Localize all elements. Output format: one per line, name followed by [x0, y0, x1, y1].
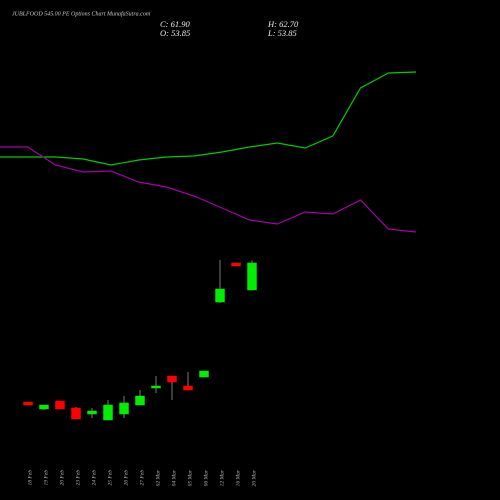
x-tick-label: 20 Feb [59, 470, 65, 486]
candle-body [247, 262, 257, 291]
indicator-line [0, 146, 417, 233]
candle-body [231, 262, 241, 267]
candle-body [71, 407, 81, 420]
x-tick-label: 26 Feb [123, 470, 129, 486]
candle-body [55, 400, 65, 410]
candle-body [135, 395, 145, 406]
x-tick-label: 27 Feb [139, 470, 145, 486]
candle-body [23, 401, 33, 406]
candle-body [167, 375, 177, 383]
candle-body [87, 410, 97, 415]
candle-body [119, 402, 129, 415]
x-tick-label: 24 Feb [90, 470, 97, 486]
x-tick-label: 16 Mar [235, 469, 241, 486]
x-tick-label: 23 Feb [75, 470, 81, 486]
chart-title: JUBLFOOD 545.00 PE Options Chart MunafaS… [12, 10, 151, 17]
x-tick-label: 12 Mar [219, 469, 225, 486]
open-readout: O: 53.85 [160, 28, 190, 38]
x-tick-label: 04 Mar [170, 469, 177, 486]
candle-body [183, 385, 193, 391]
x-tick-label: 06 Mar [203, 469, 209, 486]
x-tick-label: 25 Feb [107, 470, 113, 486]
high-readout: H: 62.70 [267, 19, 299, 29]
x-tick-label: 18 Feb [27, 470, 33, 486]
x-tick-label: 20 Mar [251, 469, 257, 486]
candle-body [151, 385, 161, 389]
low-readout: L: 53.85 [267, 28, 297, 38]
x-tick-label: 02 Mar [155, 469, 161, 486]
x-tick-label: 19 Feb [43, 470, 49, 486]
candle-body [215, 288, 225, 303]
candle-body [39, 404, 49, 410]
close-readout: C: 61.90 [160, 19, 191, 29]
candle-body [103, 404, 113, 421]
candle-body [199, 370, 209, 378]
indicator-line [0, 71, 417, 166]
x-tick-label: 05 Mar [187, 469, 193, 486]
